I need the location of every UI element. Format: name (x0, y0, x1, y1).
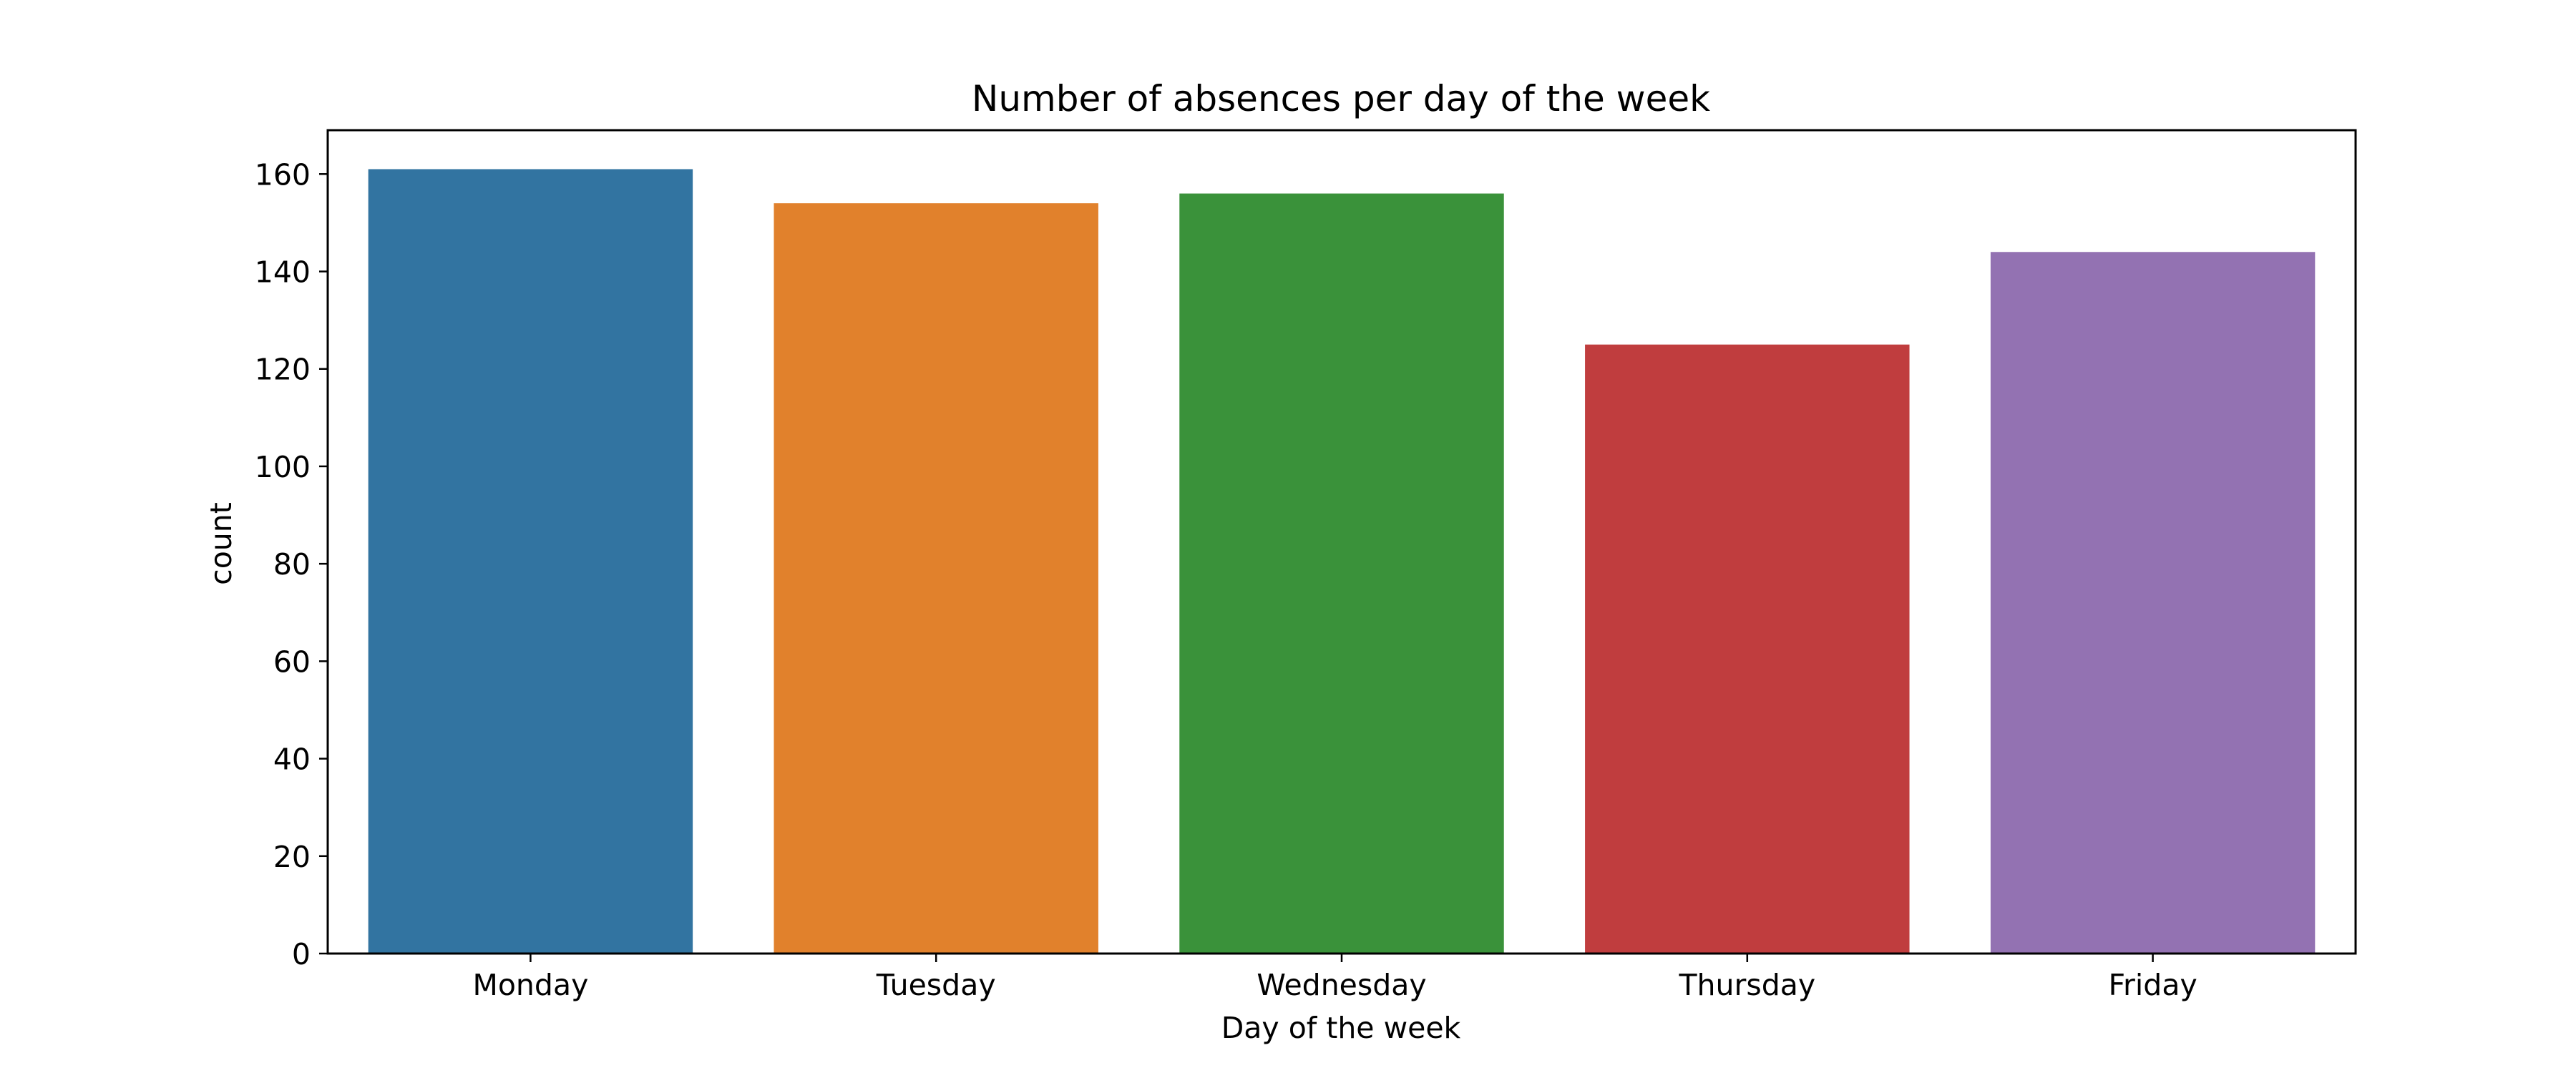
plot-frame (326, 129, 2357, 955)
x-axis-label: Day of the week (1221, 1011, 1461, 1045)
y-tick-label: 100 (255, 450, 311, 484)
y-tick-label: 120 (255, 353, 311, 387)
x-axis-ticks: Monday Tuesday Wednesday Thursday Friday (472, 954, 2197, 1002)
bar-friday (1990, 252, 2316, 954)
bar-monday (368, 169, 693, 954)
x-tick-label: Wednesday (1257, 968, 1426, 1002)
x-tick-label: Monday (472, 968, 588, 1002)
x-tick-label: Tuesday (876, 968, 996, 1002)
y-axis-label: count (204, 502, 238, 585)
y-tick-label: 0 (292, 937, 311, 971)
bar-tuesday (774, 203, 1098, 954)
chart-title: Number of absences per day of the week (972, 78, 1710, 119)
y-axis-ticks: 0 20 40 60 80 100 120 140 160 (255, 157, 328, 971)
y-tick-label: 160 (255, 157, 311, 192)
y-tick-label: 140 (255, 255, 311, 290)
y-tick-label: 40 (273, 743, 311, 777)
bar-thursday (1585, 344, 1910, 954)
y-tick-label: 80 (273, 547, 311, 582)
y-tick-label: 60 (273, 645, 311, 679)
bars (368, 169, 2316, 954)
x-tick-label: Thursday (1678, 968, 1815, 1002)
y-tick-label: 20 (273, 840, 311, 874)
bar-wednesday (1179, 193, 1504, 954)
x-tick-label: Friday (2108, 968, 2197, 1002)
